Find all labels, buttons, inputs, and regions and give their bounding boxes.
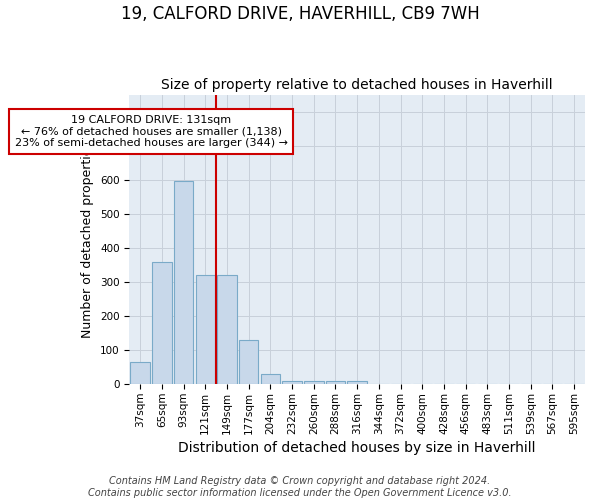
- Bar: [239, 340, 259, 384]
- Y-axis label: Number of detached properties: Number of detached properties: [82, 141, 94, 338]
- Title: Size of property relative to detached houses in Haverhill: Size of property relative to detached ho…: [161, 78, 553, 92]
- Bar: [174, 182, 193, 384]
- Bar: [283, 381, 302, 384]
- Bar: [217, 275, 237, 384]
- Bar: [326, 381, 345, 384]
- Bar: [260, 374, 280, 384]
- Text: 19, CALFORD DRIVE, HAVERHILL, CB9 7WH: 19, CALFORD DRIVE, HAVERHILL, CB9 7WH: [121, 5, 479, 23]
- Text: Contains HM Land Registry data © Crown copyright and database right 2024.
Contai: Contains HM Land Registry data © Crown c…: [88, 476, 512, 498]
- Bar: [347, 381, 367, 384]
- X-axis label: Distribution of detached houses by size in Haverhill: Distribution of detached houses by size …: [178, 441, 536, 455]
- Bar: [130, 362, 150, 384]
- Bar: [196, 275, 215, 384]
- Text: 19 CALFORD DRIVE: 131sqm
← 76% of detached houses are smaller (1,138)
23% of sem: 19 CALFORD DRIVE: 131sqm ← 76% of detach…: [14, 115, 287, 148]
- Bar: [304, 381, 323, 384]
- Bar: [152, 262, 172, 384]
